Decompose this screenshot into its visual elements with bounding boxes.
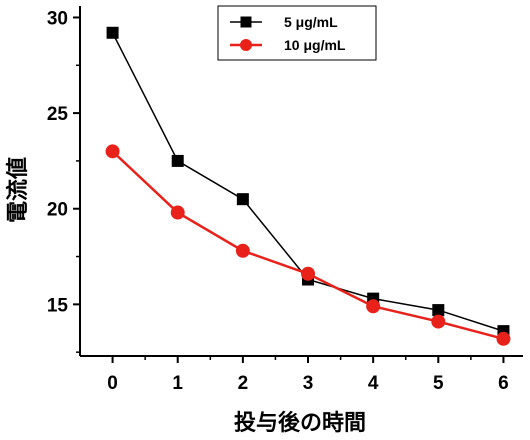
x-tick-label: 4 [368,373,379,394]
series-line [111,32,504,332]
data-point-circle [301,266,316,281]
y-axis: 15 20 25 30 [47,8,80,353]
data-point-square [236,193,249,206]
data-point-square [106,26,119,39]
data-point-square [171,154,184,167]
x-tick-label: 2 [238,373,249,394]
y-tick-label: 30 [47,8,68,29]
x-tick-label: 0 [107,373,118,394]
x-tick-label: 1 [172,373,183,394]
data-point-circle [170,205,185,220]
legend-circle-marker [240,39,252,51]
data-point-circle [235,243,250,258]
plot-area [79,6,523,357]
legend-entry-10ug: 10 μg/mL [230,37,346,53]
x-tick-label: 5 [433,373,444,394]
x-axis: 0 1 2 3 4 5 6 [107,356,509,394]
legend-label-5ug: 5 μg/mL [284,14,338,30]
x-tick-label: 3 [303,373,314,394]
data-point-circle [105,144,120,159]
series-layer [105,26,511,346]
y-tick-label: 15 [47,295,69,316]
legend-box [217,5,377,61]
data-point-circle [431,314,446,329]
y-tick-label: 20 [47,200,68,221]
x-tick-label: 6 [498,373,509,394]
x-axis-title: 投与後の時間 [234,410,366,436]
y-axis-title: 電流値 [5,157,31,223]
series-line [111,150,504,340]
y-tick-label: 25 [47,104,69,125]
series-10ug [105,144,511,346]
legend-entry-5ug: 5 μg/mL [230,14,338,30]
data-point-circle [366,299,381,314]
legend-label-10ug: 10 μg/mL [284,37,346,53]
data-point-square [432,304,445,317]
legend: 5 μg/mL 10 μg/mL [217,5,377,61]
legend-square-marker [240,16,252,28]
series-5ug [106,26,510,338]
data-point-circle [496,331,511,346]
